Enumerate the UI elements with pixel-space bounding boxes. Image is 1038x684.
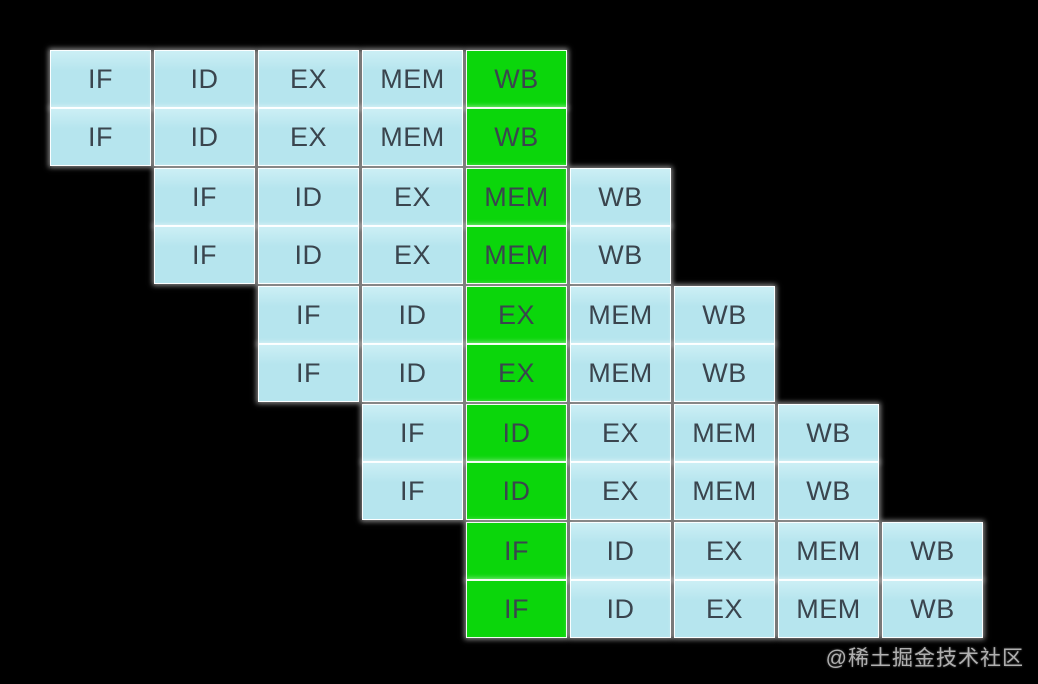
stage-cell: WB — [674, 286, 775, 344]
stage-cell: IF — [50, 50, 151, 108]
stage-cell: EX — [570, 462, 671, 520]
stage-cell: IF — [154, 168, 255, 226]
pipeline-row-6: IF ID EX MEM WB — [258, 344, 983, 402]
stage-cell: EX — [570, 404, 671, 462]
stage-cell: MEM — [778, 522, 879, 580]
stage-cell: ID — [362, 286, 463, 344]
stage-cell: ID — [154, 50, 255, 108]
stage-cell: WB — [466, 50, 567, 108]
stage-cell: WB — [466, 108, 567, 166]
pipeline-row-8: IF ID EX MEM WB — [362, 462, 983, 520]
stage-cell: MEM — [466, 226, 567, 284]
stage-cell: WB — [674, 344, 775, 402]
stage-cell: IF — [258, 286, 359, 344]
stage-cell: IF — [466, 580, 567, 638]
stage-cell: EX — [674, 522, 775, 580]
stage-cell: EX — [466, 286, 567, 344]
stage-cell: ID — [258, 168, 359, 226]
pipeline-row-9: IF ID EX MEM WB — [466, 522, 983, 580]
pipeline-row-4: IF ID EX MEM WB — [154, 226, 983, 284]
stage-cell: IF — [362, 462, 463, 520]
stage-cell: EX — [258, 50, 359, 108]
watermark: @稀土掘金技术社区 — [825, 647, 1024, 670]
pipeline-row-3: IF ID EX MEM WB — [154, 168, 983, 226]
stage-cell: ID — [258, 226, 359, 284]
stage-cell: WB — [778, 462, 879, 520]
stage-cell: EX — [258, 108, 359, 166]
pipeline-row-5: IF ID EX MEM WB — [258, 286, 983, 344]
stage-cell: IF — [466, 522, 567, 580]
stage-cell: ID — [154, 108, 255, 166]
stage-cell: WB — [778, 404, 879, 462]
pipeline-row-10: IF ID EX MEM WB — [466, 580, 983, 638]
stage-cell: IF — [258, 344, 359, 402]
stage-cell: WB — [570, 168, 671, 226]
stage-cell: ID — [466, 404, 567, 462]
stage-cell: IF — [154, 226, 255, 284]
stage-cell: EX — [674, 580, 775, 638]
stage-cell: EX — [362, 168, 463, 226]
stage-cell: MEM — [362, 50, 463, 108]
stage-cell: EX — [466, 344, 567, 402]
pipeline-row-7: IF ID EX MEM WB — [362, 404, 983, 462]
stage-cell: MEM — [674, 404, 775, 462]
pipeline-row-2: IF ID EX MEM WB — [50, 108, 983, 166]
stage-cell: MEM — [466, 168, 567, 226]
stage-cell: MEM — [674, 462, 775, 520]
stage-cell: ID — [570, 522, 671, 580]
pipeline-row-1: IF ID EX MEM WB — [50, 50, 983, 108]
stage-cell: MEM — [362, 108, 463, 166]
stage-cell: WB — [882, 522, 983, 580]
stage-cell: EX — [362, 226, 463, 284]
stage-cell: ID — [466, 462, 567, 520]
stage-cell: IF — [50, 108, 151, 166]
stage-cell: MEM — [570, 344, 671, 402]
stage-cell: MEM — [778, 580, 879, 638]
pipeline-diagram: IF ID EX MEM WB IF ID EX MEM WB IF ID EX… — [50, 50, 983, 638]
stage-cell: WB — [570, 226, 671, 284]
stage-cell: ID — [362, 344, 463, 402]
stage-cell: WB — [882, 580, 983, 638]
stage-cell: ID — [570, 580, 671, 638]
stage-cell: MEM — [570, 286, 671, 344]
stage-cell: IF — [362, 404, 463, 462]
